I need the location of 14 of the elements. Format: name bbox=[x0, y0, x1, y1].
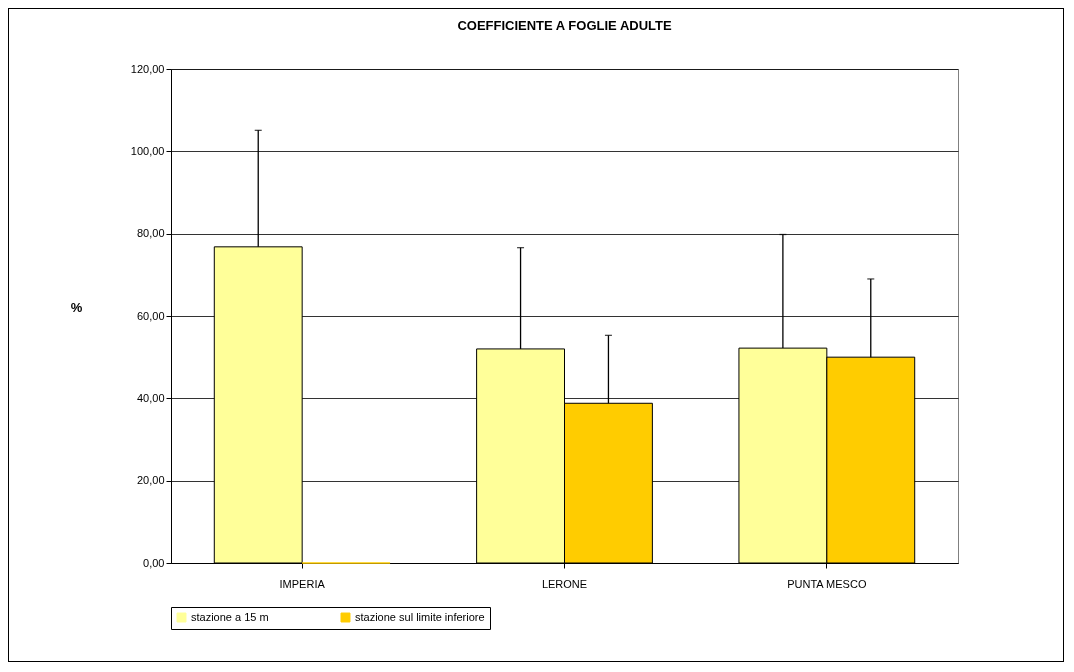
x-tick-label: LERONE bbox=[541, 577, 588, 590]
y-tick-label: 80,00 bbox=[136, 227, 165, 240]
y-tick-label: 120,00 bbox=[130, 62, 165, 75]
y-tick-label: 100,00 bbox=[130, 144, 165, 157]
y-tick-label: 40,00 bbox=[136, 391, 165, 404]
x-tick-label: PUNTA MESCO bbox=[787, 577, 867, 590]
x-tick-label: IMPERIA bbox=[279, 577, 326, 590]
y-tick-label: 20,00 bbox=[136, 474, 165, 487]
y-axis-title: % bbox=[70, 299, 83, 315]
legend-label: stazione sul limite inferiore bbox=[355, 610, 485, 623]
chart-title: COEFFICIENTE A FOGLIE ADULTE bbox=[457, 18, 672, 33]
legend-label: stazione a 15 m bbox=[191, 610, 269, 623]
y-tick-label: 60,00 bbox=[136, 309, 165, 322]
y-tick-label: 0,00 bbox=[143, 556, 165, 569]
